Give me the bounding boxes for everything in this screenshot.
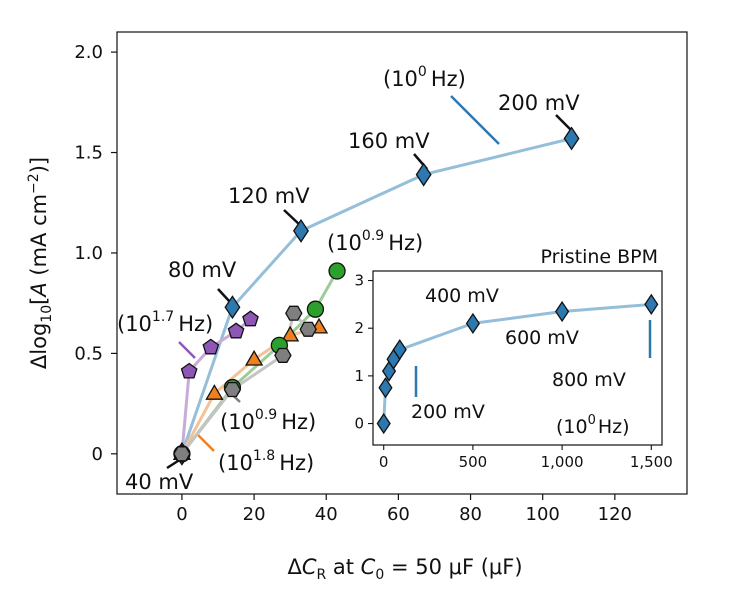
inset-data-point (555, 300, 570, 323)
label-40mv: 40 mV (125, 470, 194, 494)
inset-data-point (378, 377, 393, 399)
inset-x-tick-label: 1,500 (630, 453, 673, 471)
label-200mv: 200 mV (498, 91, 580, 115)
data-point-purple (202, 338, 220, 355)
data-point-purple (242, 310, 259, 327)
main-y-tick-label: 2.0 (74, 42, 103, 63)
main-series (172, 126, 580, 466)
inset-label-400mv: 400 mV (425, 285, 499, 307)
label-120mv: 120 mV (228, 184, 310, 208)
main-y-tick-label: 0.5 (74, 343, 103, 364)
inset-label-200mv: 200 mV (411, 401, 485, 423)
inset-data-point (465, 312, 480, 335)
inset-y-tick-label: 3 (354, 272, 364, 290)
main-y-tick-label: 1.0 (74, 243, 103, 264)
inset-y-tick-label: 2 (354, 319, 364, 337)
data-point-gray (173, 446, 191, 462)
inset-data-point (376, 412, 391, 435)
main-x-tick-label: 120 (598, 504, 632, 525)
orange-frequency-line (197, 434, 215, 452)
main-x-tick-label: 80 (459, 504, 482, 525)
label-160mv: 160 mV (348, 129, 430, 153)
inset-label-frequency: (100 Hz) (556, 413, 630, 438)
purple-frequency-line (178, 341, 196, 359)
main-y-axis: 0 0.5 1.0 1.5 2.0 (74, 42, 117, 465)
data-point-gray (299, 321, 317, 337)
data-point-green (328, 262, 346, 280)
label-80mv: 80 mV (168, 258, 237, 282)
label-green-frequency: (100.9 Hz) (327, 228, 423, 255)
leader-80mv (217, 288, 231, 303)
inset-x-tick-label: 1,000 (541, 453, 584, 471)
main-annotations: 200 mV 160 mV 120 mV 80 mV 40 mV (100 Hz)… (117, 64, 580, 494)
inset-x-tick-label: 500 (459, 453, 488, 471)
main-x-tick-label: 60 (387, 504, 410, 525)
main-x-axis: 0 20 40 60 80 100 120 (176, 494, 632, 525)
inset-y-axis: 0 1 2 3 (354, 272, 373, 433)
data-point-orange (244, 349, 264, 366)
data-point-orange (205, 384, 224, 400)
inset-y-tick-label: 1 (354, 367, 364, 385)
label-gray-frequency: (100.9 Hz) (220, 407, 316, 434)
data-point-blue (415, 162, 432, 187)
data-point-blue (563, 126, 580, 151)
inset-label-600mv: 600 mV (505, 327, 579, 349)
annotation-lines (166, 95, 574, 470)
blue-frequency-line (450, 95, 500, 145)
data-point-gray (223, 381, 242, 398)
data-point-orange (281, 325, 300, 342)
data-point-gray (285, 305, 303, 321)
data-point-purple (180, 362, 198, 379)
inset-label-800mv: 800 mV (552, 369, 626, 391)
main-x-tick-label: 20 (243, 504, 266, 525)
data-point-blue (293, 218, 309, 243)
main-x-tick-label: 40 (315, 504, 338, 525)
inset-data-point (392, 339, 407, 361)
label-purple-frequency: (101.7 Hz) (117, 309, 213, 336)
inset-title: Pristine BPM (541, 246, 659, 268)
inset-series (376, 293, 659, 435)
main-y-tick-label: 1.5 (74, 143, 103, 164)
data-point-green (306, 300, 325, 318)
data-point-purple (227, 322, 245, 339)
x-axis-label: ΔCR at C0 = 50 μF (μF) (287, 555, 522, 583)
inset-x-tick-label: 0 (379, 453, 389, 471)
inset-plot-frame (372, 270, 663, 446)
label-blue-frequency: (100 Hz) (383, 64, 466, 91)
inset-data-point (644, 293, 659, 315)
inset-y-tick-label: 0 (354, 415, 364, 433)
y-axis-label: Δlog10[A (mA cm−2)] (26, 157, 55, 369)
main-x-tick-label: 100 (526, 504, 560, 525)
label-orange-frequency: (101.8 Hz) (218, 448, 314, 475)
data-point-blue (224, 295, 241, 320)
inset-x-axis: 0 500 1,000 1,500 (379, 445, 673, 471)
data-point-gray (274, 347, 292, 363)
main-plot-frame (116, 31, 688, 495)
main-x-tick-label: 0 (176, 504, 187, 525)
main-y-tick-label: 0 (92, 444, 103, 465)
